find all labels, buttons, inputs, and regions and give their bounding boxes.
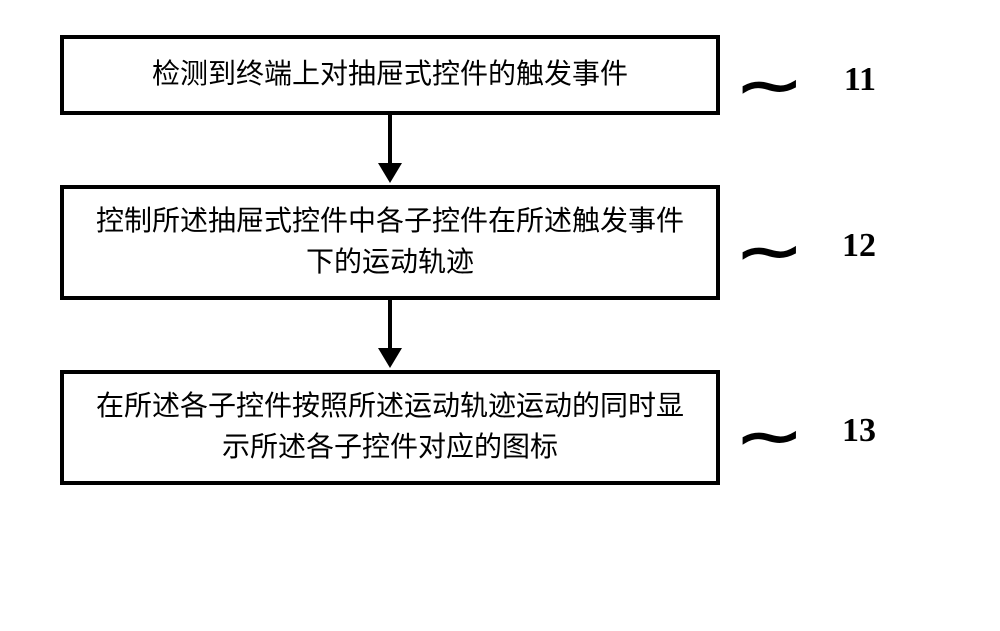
flow-step-text: 控制所述抽屉式控件中各子控件在所述触发事件下的运动轨迹 — [88, 202, 692, 283]
arrow-connector-1 — [60, 115, 720, 185]
tilde-connector: ∼ — [736, 223, 804, 281]
flow-step-text: 检测到终端上对抽屉式控件的触发事件 — [152, 55, 628, 96]
step-number: 11 — [844, 61, 876, 99]
arrow-down-icon — [370, 115, 410, 185]
arrow-connector-2 — [60, 300, 720, 370]
flow-step-2: 控制所述抽屉式控件中各子控件在所述触发事件下的运动轨迹 ∼ 12 — [60, 185, 720, 300]
tilde-connector: ∼ — [736, 408, 804, 466]
flow-step-3: 在所述各子控件按照所述运动轨迹运动的同时显示所述各子控件对应的图标 ∼ 13 — [60, 370, 720, 485]
step-number: 12 — [842, 227, 876, 265]
step-number: 13 — [842, 412, 876, 450]
tilde-connector: ∼ — [736, 57, 804, 115]
arrow-down-icon — [370, 300, 410, 370]
flow-step-text: 在所述各子控件按照所述运动轨迹运动的同时显示所述各子控件对应的图标 — [88, 387, 692, 468]
flowchart-container: 检测到终端上对抽屉式控件的触发事件 ∼ 11 控制所述抽屉式控件中各子控件在所述… — [60, 35, 940, 485]
flow-step-1: 检测到终端上对抽屉式控件的触发事件 ∼ 11 — [60, 35, 720, 115]
